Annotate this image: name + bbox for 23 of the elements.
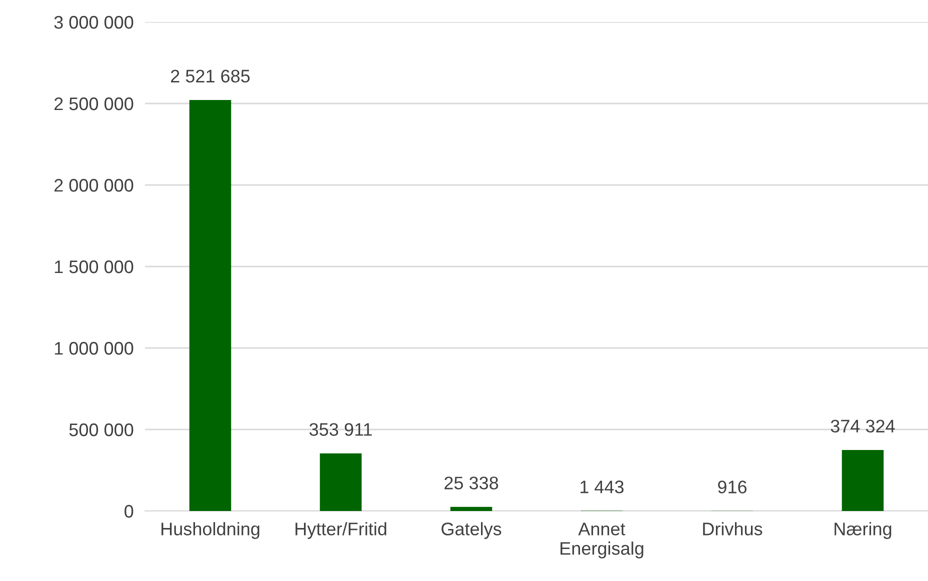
bar	[320, 453, 362, 511]
x-tick-label: Gatelys	[442, 522, 502, 539]
x-tick-label: Næring	[834, 522, 892, 539]
x-tick-label: Husholdning	[162, 522, 260, 539]
y-tick-label: 1 000 000	[54, 342, 134, 355]
x-tick-label: Drivhus	[703, 522, 762, 536]
y-tick-label: 3 000 000	[54, 16, 134, 29]
data-label: 916	[718, 480, 747, 494]
x-tick-label: Annet Energisalg	[560, 522, 644, 558]
y-tick-label: 2 000 000	[54, 178, 134, 192]
x-tick-label: Hytter/Fritid	[296, 522, 386, 539]
y-tick-label: 500 000	[69, 423, 134, 436]
data-label: 25 338	[444, 476, 498, 490]
bar	[450, 506, 492, 511]
y-tick-label: 0	[124, 504, 134, 518]
data-label: 353 911	[309, 423, 372, 436]
data-label: 1 443	[580, 480, 624, 494]
bar	[842, 450, 884, 511]
data-label: 2 521 685	[171, 70, 250, 83]
y-tick-label: 1 500 000	[54, 260, 134, 274]
bar	[189, 100, 232, 511]
data-label: 374 324	[830, 420, 895, 433]
y-tick-label: 2 500 000	[54, 97, 134, 110]
